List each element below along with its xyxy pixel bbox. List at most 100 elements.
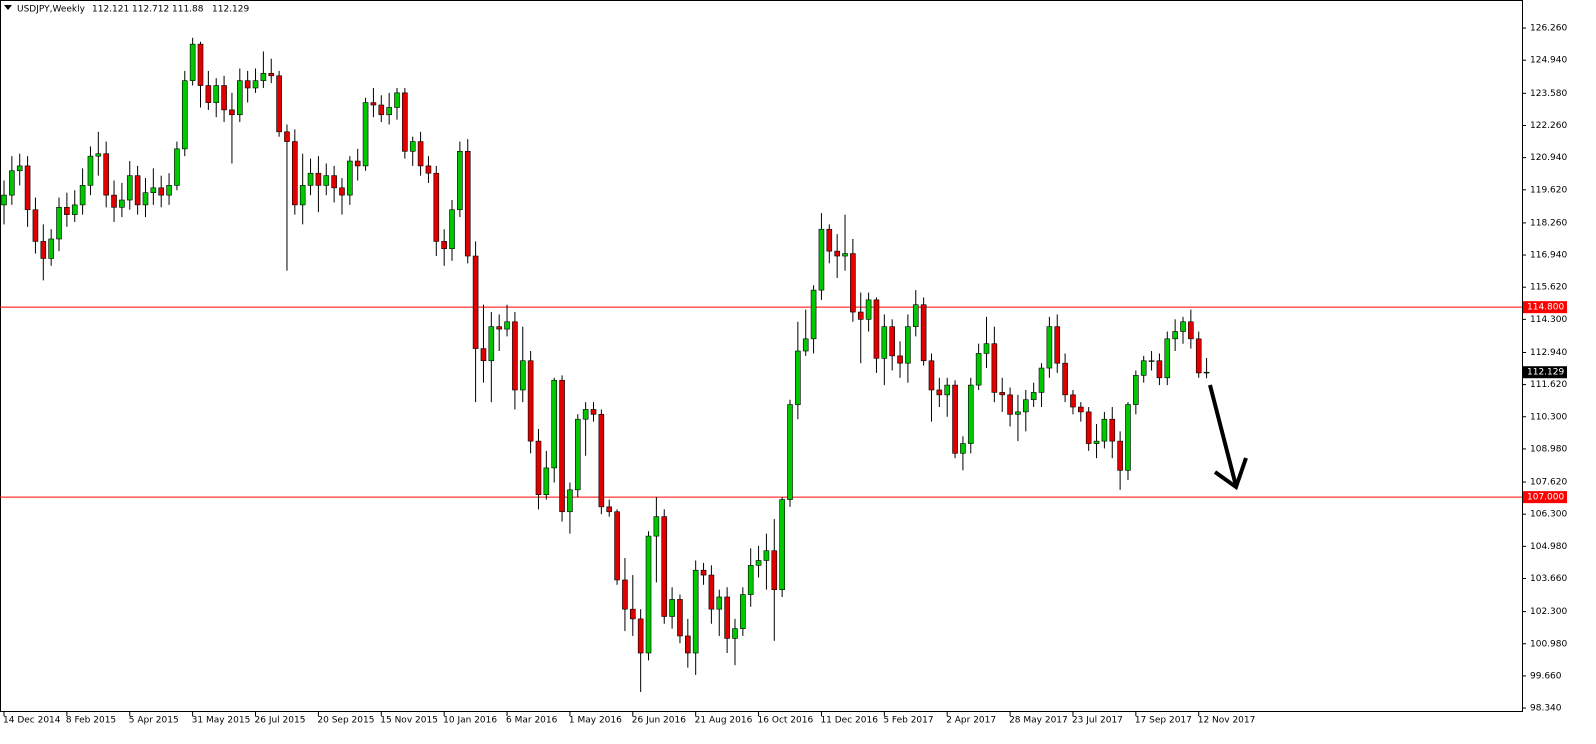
candle-body bbox=[64, 207, 70, 215]
candle-body bbox=[1093, 440, 1100, 444]
candle-body bbox=[826, 228, 833, 252]
candle-body bbox=[543, 467, 550, 496]
y-tick-label: 126.260 bbox=[1530, 24, 1567, 34]
candle-body bbox=[857, 311, 864, 320]
candle-body bbox=[905, 326, 911, 364]
x-tick-label: 12 Nov 2017 bbox=[1198, 716, 1256, 726]
candle-body bbox=[1, 194, 7, 206]
candle-body bbox=[181, 80, 188, 150]
candle-body bbox=[1038, 367, 1045, 393]
candle-body bbox=[457, 150, 463, 211]
candle-body bbox=[716, 596, 723, 610]
y-tick-label: 107.620 bbox=[1530, 478, 1567, 488]
candle-body bbox=[873, 299, 880, 359]
candle-body bbox=[787, 404, 793, 500]
candle-body bbox=[802, 338, 809, 352]
candle-body bbox=[952, 384, 958, 454]
x-tick-label: 16 Oct 2016 bbox=[758, 716, 814, 726]
candle-body bbox=[425, 165, 432, 174]
candle-body bbox=[967, 384, 974, 444]
candle-body bbox=[362, 102, 369, 167]
candle-body bbox=[1070, 394, 1076, 408]
candle-body bbox=[535, 440, 542, 496]
candle-body bbox=[1109, 418, 1116, 442]
candle-body bbox=[724, 596, 730, 639]
candle-body bbox=[653, 516, 660, 537]
candle-body bbox=[252, 80, 259, 89]
candle-body bbox=[417, 141, 424, 167]
x-tick-label: 5 Feb 2017 bbox=[883, 716, 933, 726]
candle-body bbox=[268, 73, 275, 77]
candle-body bbox=[755, 560, 762, 566]
candle-body bbox=[920, 304, 927, 362]
candle-body bbox=[292, 141, 298, 206]
candle-body bbox=[708, 574, 715, 610]
candle-body bbox=[779, 499, 785, 590]
candle-body bbox=[1054, 326, 1061, 364]
candle-body bbox=[142, 192, 149, 206]
y-tick-label: 106.300 bbox=[1530, 510, 1567, 520]
y-tick-label: 119.620 bbox=[1530, 185, 1567, 195]
candle-body bbox=[1117, 440, 1123, 471]
candle-body bbox=[213, 85, 220, 103]
x-tick-label: 15 Nov 2015 bbox=[380, 716, 438, 726]
y-tick-label: 110.300 bbox=[1530, 412, 1567, 422]
candle-body bbox=[881, 326, 888, 359]
candle-body bbox=[1062, 362, 1068, 396]
level-label: 114.800 bbox=[1527, 303, 1564, 313]
candle-body bbox=[488, 326, 495, 362]
candle-body bbox=[56, 207, 62, 240]
candle-body bbox=[732, 628, 738, 639]
y-tick-label: 108.980 bbox=[1530, 444, 1567, 454]
candle-body bbox=[606, 506, 613, 513]
level-label: 107.000 bbox=[1527, 493, 1564, 503]
candle-body bbox=[126, 175, 133, 201]
candle-body bbox=[622, 579, 628, 610]
candle-body bbox=[347, 160, 353, 196]
candle-body bbox=[810, 289, 817, 340]
candle-body bbox=[496, 326, 502, 330]
x-tick-label: 26 Jul 2015 bbox=[255, 716, 306, 726]
candle-body bbox=[771, 550, 778, 590]
x-tick-label: 31 May 2015 bbox=[192, 716, 251, 726]
candle-body bbox=[1148, 360, 1155, 362]
level-label-box bbox=[1523, 491, 1567, 504]
candle-body bbox=[221, 85, 227, 111]
price-label-box bbox=[1523, 366, 1567, 379]
candle-body bbox=[527, 360, 534, 442]
menu-icon bbox=[4, 5, 12, 10]
y-tick-label: 122.260 bbox=[1530, 121, 1567, 131]
x-tick-label: 28 May 2017 bbox=[1009, 716, 1068, 726]
candle-body bbox=[87, 155, 94, 186]
candle-body bbox=[307, 172, 314, 186]
candle-body bbox=[229, 109, 235, 116]
candle-body bbox=[1101, 418, 1108, 442]
candle-body bbox=[551, 379, 558, 469]
candle-body bbox=[975, 353, 982, 386]
candle-body bbox=[134, 175, 141, 206]
candle-body bbox=[1085, 411, 1092, 444]
candle-body bbox=[936, 389, 943, 396]
candle-body bbox=[48, 238, 54, 259]
candle-body bbox=[842, 253, 848, 257]
candle-body bbox=[960, 443, 966, 454]
candle-body bbox=[865, 299, 872, 320]
candle-body bbox=[166, 185, 172, 196]
candle-body bbox=[378, 104, 385, 116]
candle-body bbox=[598, 414, 605, 508]
candle-body bbox=[370, 102, 377, 106]
y-tick-label: 111.620 bbox=[1530, 380, 1567, 390]
y-tick-label: 98.340 bbox=[1530, 704, 1562, 714]
candle-body bbox=[1195, 338, 1202, 374]
x-tick-label: 17 Sep 2017 bbox=[1135, 716, 1192, 726]
candle-body bbox=[700, 569, 707, 576]
candle-body bbox=[284, 131, 290, 142]
candle-body bbox=[614, 511, 620, 581]
x-tick-label: 5 Apr 2015 bbox=[129, 716, 179, 726]
chart-title: USDJPY,Weekly bbox=[17, 5, 86, 15]
y-tick-label: 114.300 bbox=[1530, 315, 1567, 325]
ohlc-close: 112.129 bbox=[212, 5, 249, 15]
candle-body bbox=[189, 43, 196, 81]
candle-body bbox=[1007, 394, 1013, 415]
